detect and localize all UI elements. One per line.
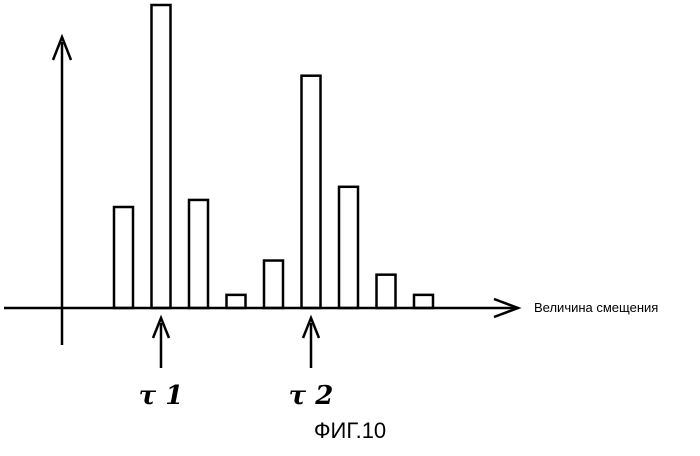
x-axis-label: Величина смещения: [534, 300, 658, 315]
bar-4: [227, 295, 246, 308]
marker-label-1: τ 1: [139, 381, 184, 411]
bar-1: [114, 207, 133, 308]
markers: τ 1 τ 2: [139, 318, 334, 411]
bar-9: [414, 295, 433, 308]
bars: [114, 5, 433, 308]
bar-8: [377, 275, 396, 308]
bar-6: [302, 76, 321, 308]
bar-2: [152, 5, 171, 308]
figure-caption: ФИГ.10: [0, 418, 700, 444]
bar-7: [339, 187, 358, 308]
bar-5: [264, 261, 283, 308]
bar-3: [189, 200, 208, 308]
marker-label-2: τ 2: [289, 381, 334, 411]
